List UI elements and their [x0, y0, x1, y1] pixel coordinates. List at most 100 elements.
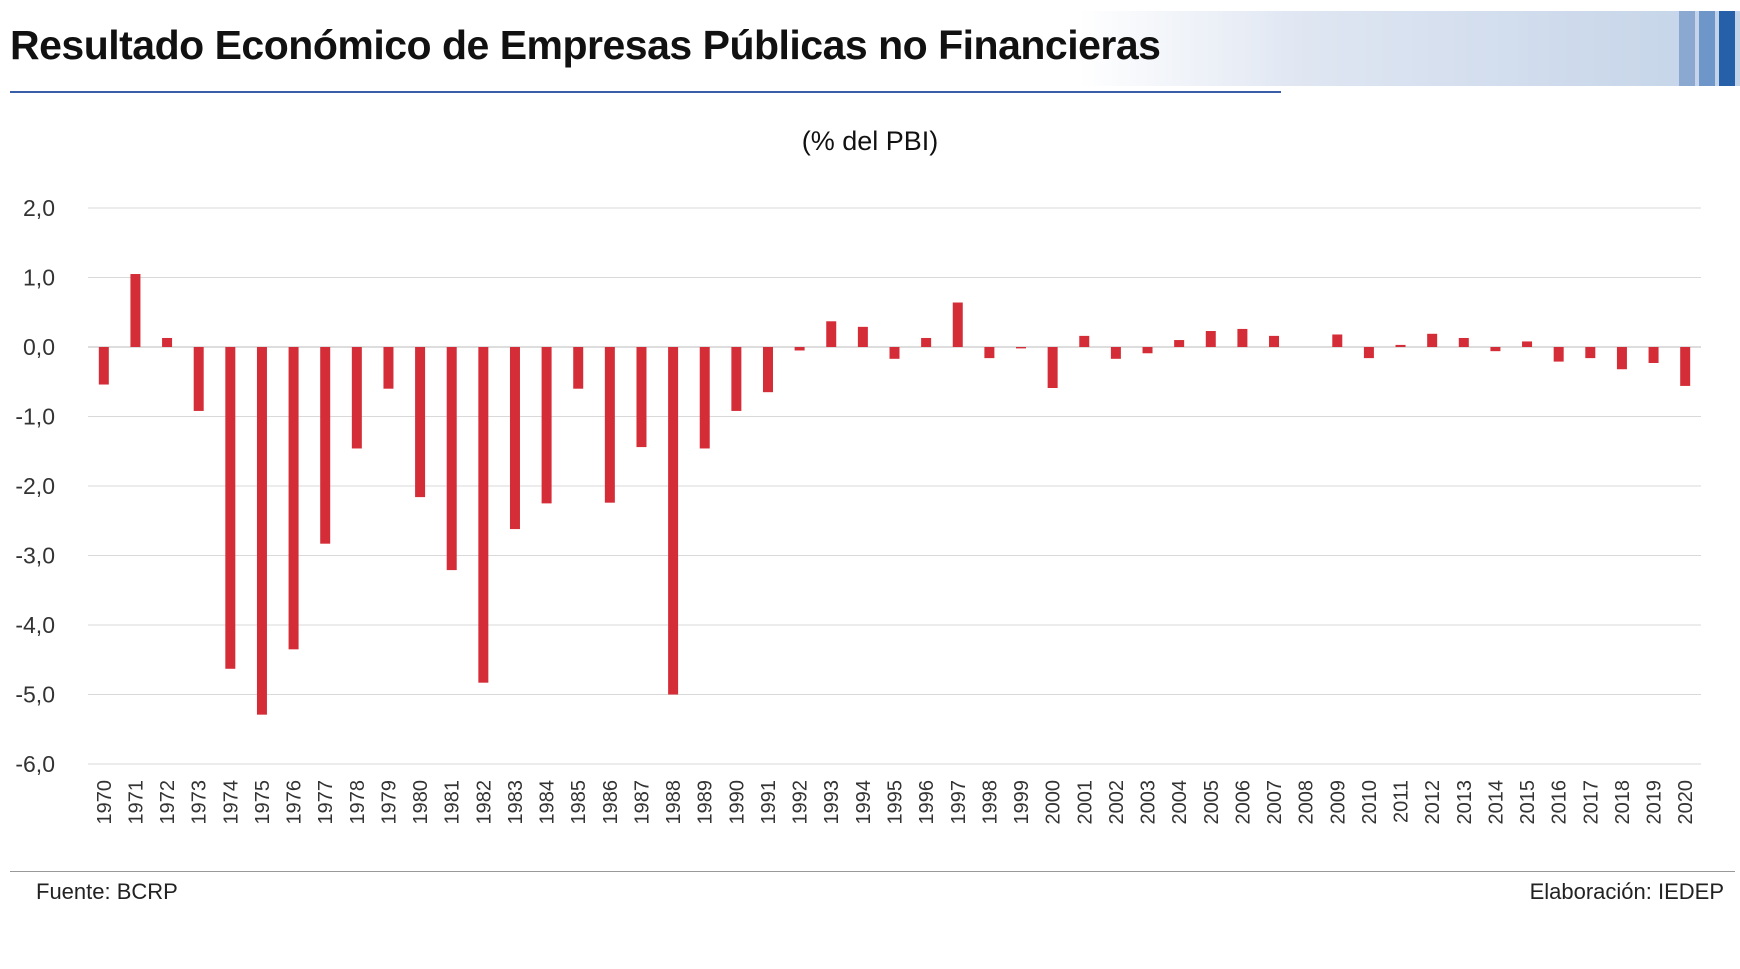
bar-1976: [288, 347, 299, 650]
bar-1993: [826, 321, 837, 347]
x-tick-label: 1988: [663, 780, 685, 825]
x-tick-label: 1984: [537, 780, 559, 825]
bar-1995: [889, 347, 900, 359]
y-tick-label: -2,0: [15, 473, 55, 499]
x-tick-label: 1982: [473, 780, 495, 825]
bar-2003: [1142, 347, 1153, 354]
title-underline: [10, 91, 1281, 93]
bar-1994: [857, 326, 868, 347]
header-accent-bar: [1699, 11, 1715, 86]
x-tick-label: 2000: [1043, 780, 1065, 825]
bar-2007: [1269, 335, 1280, 347]
bar-1987: [636, 347, 647, 448]
x-tick-label: 2016: [1549, 780, 1571, 825]
x-tick-label: 1983: [505, 780, 527, 825]
header-accent-bar: [1719, 11, 1735, 86]
bar-1972: [162, 337, 173, 347]
x-tick-label: 1991: [758, 780, 780, 825]
x-tick-label: 2009: [1327, 780, 1349, 825]
bar-1983: [509, 347, 520, 530]
y-tick-label: 1,0: [23, 265, 55, 291]
x-tick-label: 1979: [378, 780, 400, 825]
bar-1971: [130, 274, 141, 347]
bar-2015: [1522, 341, 1533, 347]
source-note: Fuente: BCRP: [36, 879, 178, 904]
x-tick-label: 2002: [1106, 780, 1128, 825]
bar-2010: [1363, 347, 1374, 359]
bar-2019: [1648, 347, 1659, 363]
bar-2011: [1395, 344, 1406, 347]
x-tick-label: 1980: [410, 780, 432, 825]
bar-1999: [1016, 347, 1027, 349]
bar-1970: [98, 347, 109, 385]
x-tick-label: 2018: [1612, 780, 1634, 825]
y-tick-label: 0,0: [23, 334, 55, 360]
header-banner: [0, 11, 1740, 86]
x-tick-label: 1999: [1011, 780, 1033, 825]
bar-1975: [256, 347, 267, 715]
x-tick-label: 2004: [1169, 780, 1191, 825]
y-tick-label: 2,0: [23, 195, 55, 221]
x-tick-label: 1975: [252, 780, 274, 825]
bar-1988: [668, 347, 679, 695]
bar-2020: [1680, 347, 1691, 386]
x-tick-label: 1994: [853, 780, 875, 825]
x-tick-label: 1996: [916, 780, 938, 825]
x-tick-label: 2013: [1454, 780, 1476, 825]
bar-2009: [1332, 334, 1343, 347]
bar-2013: [1458, 337, 1469, 347]
x-tick-label: 1974: [220, 780, 242, 825]
x-tick-label: 1998: [979, 780, 1001, 825]
x-tick-label: 2010: [1359, 780, 1381, 825]
footer-divider: [10, 871, 1735, 872]
x-tick-label: 2014: [1485, 780, 1507, 825]
x-tick-label: 1992: [790, 780, 812, 825]
x-tick-label: 2012: [1422, 780, 1444, 825]
x-tick-label: 1987: [631, 780, 653, 825]
bar-2018: [1616, 347, 1627, 370]
x-tick-label: 1971: [125, 780, 147, 825]
bar-1977: [320, 347, 331, 544]
x-tick-label: 1993: [821, 780, 843, 825]
bar-1996: [921, 337, 932, 347]
x-tick-label: 1976: [284, 780, 306, 825]
x-tick-label: 2006: [1232, 780, 1254, 825]
bar-1978: [351, 347, 362, 449]
x-tick-label: 2003: [1138, 780, 1160, 825]
x-tick-label: 1989: [695, 780, 717, 825]
x-tick-label: 2007: [1264, 780, 1286, 825]
bar-2014: [1490, 347, 1501, 352]
bar-1974: [225, 347, 236, 669]
x-tick-label: 1985: [568, 780, 590, 825]
y-tick-label: -1,0: [15, 404, 55, 430]
bar-2016: [1553, 347, 1564, 362]
x-tick-label: 1990: [726, 780, 748, 825]
page-title: Resultado Económico de Empresas Públicas…: [10, 22, 1161, 68]
header-accent-bar: [1679, 11, 1695, 86]
x-tick-label: 1981: [442, 780, 464, 825]
x-tick-label: 2015: [1517, 780, 1539, 825]
x-tick-label: 1977: [315, 780, 337, 825]
bar-1982: [478, 347, 489, 683]
bar-1990: [731, 347, 742, 411]
bar-1980: [415, 347, 426, 498]
x-tick-label: 1997: [948, 780, 970, 825]
y-tick-label: -5,0: [15, 682, 55, 708]
bar-1998: [984, 347, 995, 359]
bar-1991: [762, 347, 773, 393]
x-tick-label: 2005: [1201, 780, 1223, 825]
bar-2017: [1585, 347, 1596, 359]
x-tick-label: 2017: [1580, 780, 1602, 825]
x-tick-label: 2019: [1644, 780, 1666, 825]
bar-1992: [794, 347, 805, 351]
x-tick-label: 2020: [1675, 780, 1697, 825]
bar-1989: [699, 347, 710, 449]
x-tick-label: 2001: [1074, 780, 1096, 825]
credit-note: Elaboración: IEDEP: [1529, 879, 1724, 904]
x-tick-label: 1973: [189, 780, 211, 825]
bar-2012: [1427, 333, 1438, 347]
bar-2004: [1174, 340, 1185, 347]
bar-1997: [952, 302, 963, 347]
bar-2000: [1047, 347, 1058, 389]
